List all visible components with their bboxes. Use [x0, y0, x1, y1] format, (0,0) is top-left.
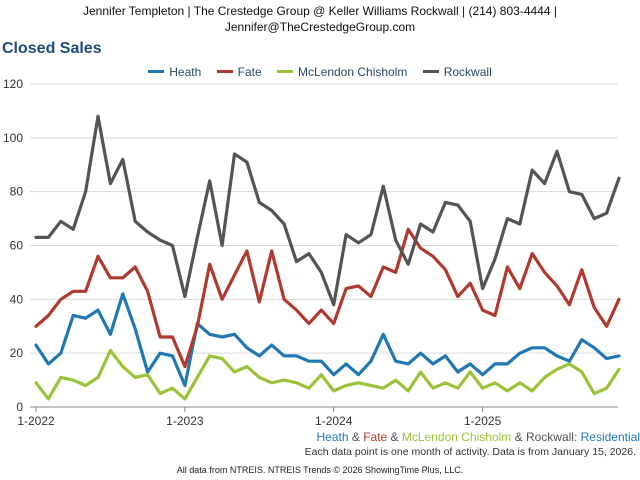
legend-label-mclendon-chisholm: McLendon Chisholm [297, 64, 408, 79]
subtitle-part: : [573, 430, 581, 444]
y-tick-label: 80 [10, 185, 24, 199]
legend-label-fate: Fate [237, 64, 262, 79]
y-tick-label: 40 [10, 292, 24, 306]
series-line-heath [34, 292, 621, 388]
legend-item-fate[interactable]: Fate [216, 64, 262, 79]
legend-swatch-fate [216, 70, 233, 73]
legend-label-heath: Heath [169, 64, 202, 79]
series-line-fate [34, 227, 621, 369]
x-tick-label: 1-2025 [464, 414, 502, 428]
y-tick-label: 0 [16, 400, 23, 414]
agent-header: Jennifer Templeton | The Crestedge Group… [0, 0, 640, 37]
y-tick-label: 60 [10, 239, 24, 253]
legend-item-mclendon-chisholm[interactable]: McLendon Chisholm [276, 64, 408, 79]
x-tick-label: 1-2024 [315, 414, 353, 428]
x-tick-label: 1-2022 [17, 414, 55, 428]
subtitle-part: & [348, 430, 364, 444]
subtitle-part: Residential [580, 430, 640, 444]
series-line-rockwall [34, 114, 621, 307]
y-tick-label: 20 [10, 346, 24, 360]
x-tick-label: 1-2023 [166, 414, 204, 428]
data-note: Each data point is one month of activity… [304, 446, 636, 458]
legend-swatch-heath [148, 70, 165, 73]
subtitle-part: McLendon Chisholm [401, 430, 512, 444]
subtitle-part: Fate [363, 430, 388, 444]
footer-credit: All data from NTREIS. NTREIS Trends © 20… [176, 465, 464, 475]
subtitle-part: Heath [316, 430, 349, 444]
chart-legend: Heath Fate McLendon Chisholm Rockwall [0, 62, 640, 79]
header-contact-line: Jennifer Templeton | The Crestedge Group… [83, 4, 557, 18]
subtitle-part: & [387, 430, 402, 444]
y-tick-label: 100 [3, 131, 23, 145]
subtitle-part: & [511, 430, 526, 444]
legend-swatch-rockwall [422, 70, 439, 73]
chart-subtitle: Heath & Fate & McLendon Chisholm & Rockw… [316, 430, 640, 444]
legend-swatch-mclendon-chisholm [276, 70, 293, 73]
chart-title: Closed Sales [2, 40, 102, 57]
header-email-line: Jennifer@TheCrestedgeGroup.com [224, 20, 416, 34]
legend-item-heath[interactable]: Heath [148, 65, 201, 79]
series-line-mclendon-chisholm [34, 348, 621, 401]
legend-item-rockwall[interactable]: Rockwall [422, 64, 492, 79]
subtitle-part: Rockwall [525, 430, 574, 444]
y-tick-label: 120 [3, 77, 23, 91]
legend-label-rockwall: Rockwall [443, 64, 492, 79]
